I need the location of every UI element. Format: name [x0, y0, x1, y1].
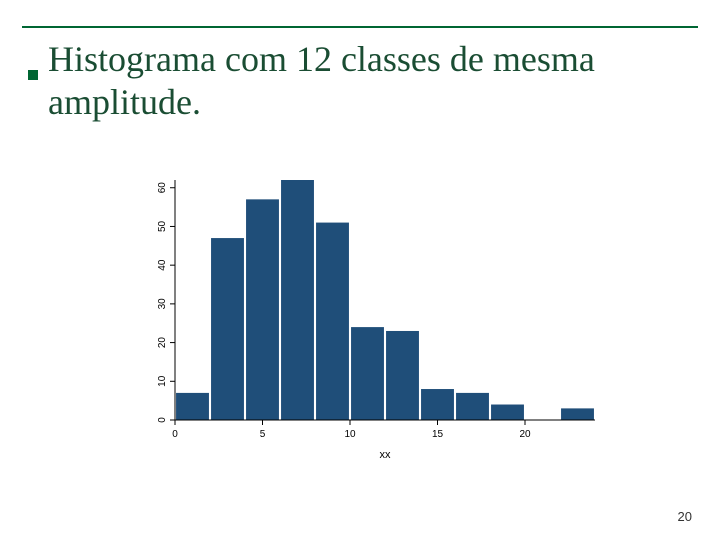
x-tick-label: 0	[172, 429, 178, 440]
histogram-bar	[176, 393, 209, 420]
histogram-bar	[351, 327, 384, 420]
y-tick-label: 20	[157, 337, 168, 349]
title-bullet	[28, 70, 38, 80]
y-tick-label: 30	[157, 298, 168, 310]
histogram-bar	[561, 408, 594, 420]
x-tick-label: 20	[519, 429, 531, 440]
histogram-bar	[246, 199, 279, 420]
histogram-svg: 0 5 10 15 20 0 10 20 30 40 50 60 xx	[120, 170, 610, 470]
page-number: 20	[678, 509, 692, 524]
y-tick-label: 10	[157, 375, 168, 387]
x-tick-label: 5	[260, 429, 266, 440]
page-title: Histograma com 12 classes de mesma ampli…	[48, 38, 720, 124]
y-tick-label: 0	[157, 417, 168, 423]
histogram-chart: 0 5 10 15 20 0 10 20 30 40 50 60 xx	[120, 170, 610, 470]
histogram-bar	[491, 405, 524, 420]
histogram-bar	[316, 223, 349, 420]
histogram-bar	[211, 238, 244, 420]
y-tick-label: 50	[157, 220, 168, 232]
histogram-bar	[281, 180, 314, 420]
y-tick-label: 40	[157, 259, 168, 271]
histogram-bar	[386, 331, 419, 420]
histogram-bar	[421, 389, 454, 420]
y-tick-label: 60	[157, 182, 168, 194]
histogram-bar	[456, 393, 489, 420]
x-tick-label: 15	[432, 429, 444, 440]
x-tick-label: 10	[344, 429, 356, 440]
title-rule	[22, 26, 698, 28]
x-axis-label: xx	[380, 449, 392, 461]
